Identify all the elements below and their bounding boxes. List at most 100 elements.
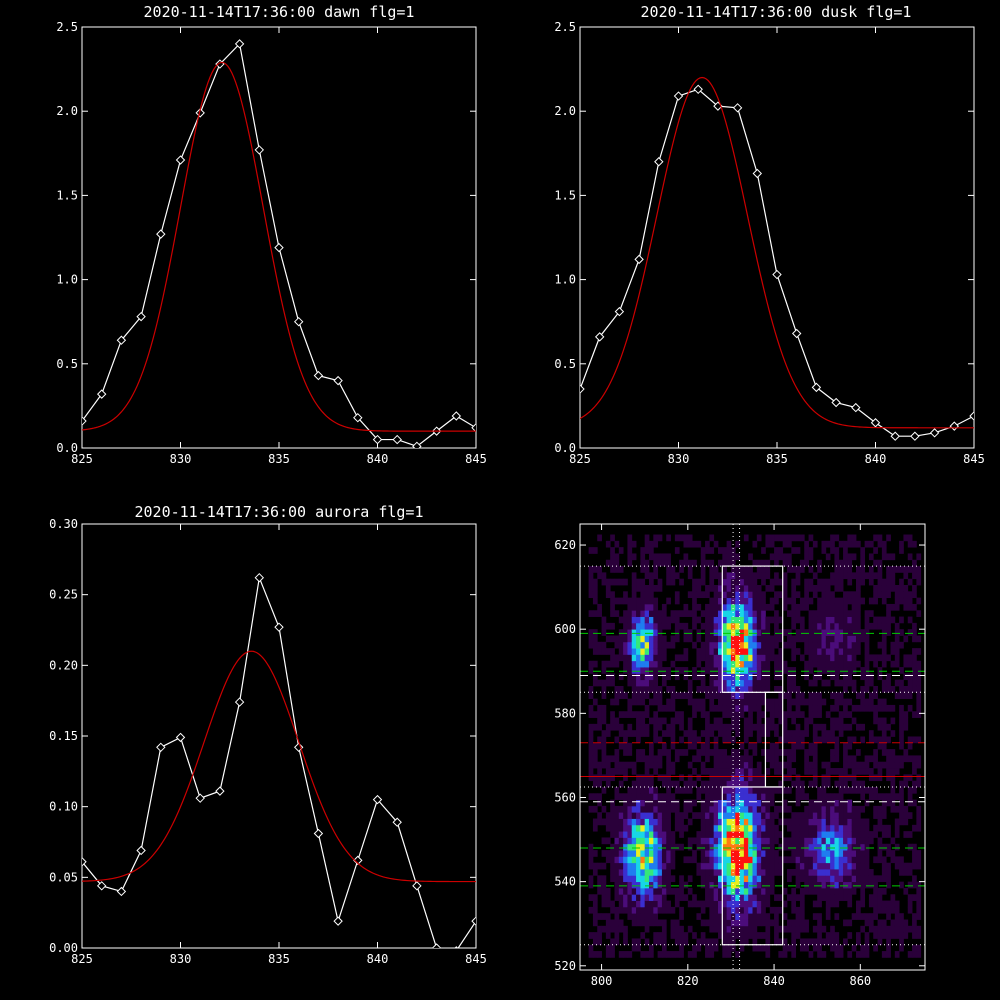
heatmap-cell [644,654,650,662]
heatmap-cell [631,837,637,845]
heatmap-cell [726,673,732,681]
heatmap-cell [817,805,822,813]
heatmap-cell [769,881,775,889]
heatmap-cell [636,894,641,901]
heatmap-cell [907,951,913,958]
heatmap-cell [912,856,917,864]
heatmap-cell [631,591,637,599]
heatmap-cell [843,742,848,750]
heatmap-cell [735,799,740,807]
heatmap-cell [838,660,844,668]
heatmap-cell [692,768,697,775]
heatmap-cell [610,824,615,832]
heatmap-cell [735,660,740,668]
heatmap-cell [899,919,904,927]
heatmap-cell [592,578,598,586]
heatmap-cell [864,648,870,655]
heatmap-cell [661,793,667,800]
heatmap-cell [752,881,758,889]
heatmap-cell [636,887,641,895]
heatmap-cell [774,742,779,750]
heatmap-cell [847,660,853,668]
heatmap-cell [696,812,702,819]
heatmap-cell [752,831,758,838]
heatmap-cell [787,540,792,548]
heatmap-cell [610,900,615,908]
heatmap-cell [670,692,676,700]
heatmap-cell [605,944,611,952]
heatmap-cell [860,850,866,857]
heatmap-cell [653,635,659,643]
heatmap-cell [825,780,831,788]
heatmap-cell [631,610,637,617]
x-tick-label: 860 [849,974,871,988]
heatmap-cell [709,881,715,889]
heatmap-cell [653,786,659,794]
heatmap-cell [834,648,840,655]
heatmap-cell [601,913,607,920]
heatmap-cell [912,786,917,794]
heatmap-cell [661,887,667,895]
heatmap-cell [843,591,848,599]
heatmap-cell [631,711,637,718]
heatmap-cell [627,622,633,630]
heatmap-cell [774,850,779,857]
heatmap-cell [838,698,844,706]
heatmap-cell [860,685,866,693]
heatmap-cell [873,654,878,662]
heatmap-cell [718,869,723,876]
heatmap-cell [834,951,840,958]
heatmap-cell [899,856,904,864]
heatmap-cell [851,824,857,832]
data-point-dusk [634,254,644,265]
heatmap-cell [825,850,831,857]
heatmap-cell [718,610,723,617]
heatmap-cell [700,850,706,857]
heatmap-cell [748,799,753,807]
heatmap-cell [830,875,835,883]
heatmap-cell [808,951,814,958]
heatmap-cell [838,824,844,832]
heatmap-cell [726,824,732,832]
heatmap-cell [912,572,917,580]
heatmap-cell [743,932,749,939]
heatmap-cell [877,837,883,845]
heatmap-cell [894,591,900,599]
heatmap-cell [873,774,878,782]
heatmap-cell [653,660,659,668]
heatmap-cell [791,673,797,681]
heatmap-cell [890,805,896,813]
heatmap-cell [843,667,848,674]
heatmap-cell [761,799,766,807]
heatmap-cell [644,913,650,920]
heatmap-cell [627,850,633,857]
heatmap-cell [851,635,857,643]
heatmap-cell [674,610,680,617]
selection-box [721,565,784,693]
heatmap-cell [726,711,732,718]
heatmap-cell [661,553,667,561]
heatmap-cell [588,578,594,586]
heatmap-cell [843,597,848,605]
heatmap-cell [748,553,753,561]
heatmap-cell [649,553,654,561]
heatmap-cell [649,540,654,548]
heatmap-cell [687,591,693,599]
heatmap-cell [674,780,680,788]
heatmap-cell [692,559,697,567]
heatmap-cell [653,622,659,630]
heatmap-cell [649,900,654,908]
heatmap-cell [610,944,615,952]
heatmap-cell [851,572,857,580]
heatmap-cell [636,793,641,800]
heatmap-cell [756,786,762,794]
heatmap-cell [761,862,766,870]
heatmap-cell [726,585,732,592]
heatmap-cell [687,774,693,782]
heatmap-cell [666,887,671,895]
heatmap-cell [588,566,594,573]
heatmap-cell [614,736,620,744]
heatmap-cell [894,919,900,927]
heatmap-cell [623,938,628,946]
heatmap-cell [756,799,762,807]
